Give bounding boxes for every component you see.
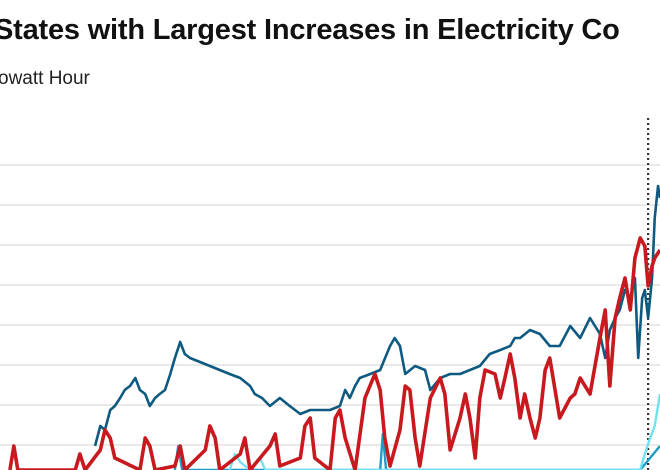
series-line-1 bbox=[93, 184, 660, 447]
chart-subtitle: owatt Hour bbox=[0, 68, 90, 89]
series-line-2 bbox=[8, 236, 660, 470]
chart-title: States with Largest Increases in Electri… bbox=[0, 14, 620, 46]
series-line-4 bbox=[228, 393, 660, 470]
